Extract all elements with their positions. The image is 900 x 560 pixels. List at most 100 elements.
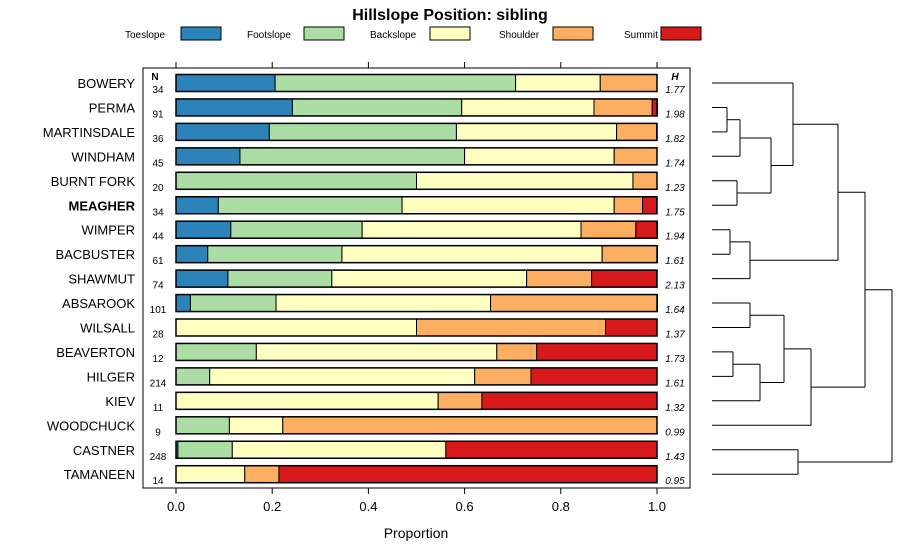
bar-shawmut-backslope	[331, 269, 528, 288]
row-label-burnt-fork: BURNT FORK	[51, 174, 136, 189]
row-label-perma: PERMA	[89, 101, 136, 116]
entropy-meagher: 1.75	[665, 207, 685, 218]
count-windham: 45	[152, 158, 164, 169]
x-axis: 0.0 0.2 0.4 0.6 0.8 1.0	[167, 62, 666, 514]
bar-bowery-toeslope	[175, 74, 276, 92]
bar-perma-shoulder	[593, 98, 653, 117]
x-tick-label-4: 0.8	[552, 499, 570, 514]
bar-woodchuck-shoulder	[282, 416, 658, 435]
bar-outline-hilger	[175, 367, 658, 386]
bar-shawmut-summit	[591, 269, 658, 288]
bars-group	[175, 73, 658, 484]
legend-swatch-shoulder	[552, 26, 594, 41]
entropy-shawmut: 2.13	[664, 281, 685, 292]
count-bowery: 34	[152, 85, 164, 96]
n-column-header: N	[151, 72, 158, 83]
bar-meagher-toeslope	[175, 196, 219, 215]
bar-outline-woodchuck	[175, 416, 658, 435]
bar-outline-kiev	[175, 391, 658, 411]
bar-outline-wimper	[175, 220, 658, 239]
count-kiev: 11	[153, 403, 164, 414]
bar-bacbuster-footslope	[207, 245, 343, 264]
count-shawmut: 74	[152, 281, 164, 292]
bar-meagher-footslope	[217, 196, 403, 215]
bar-bacbuster-shoulder	[601, 245, 658, 264]
bar-absarook-toeslope	[175, 294, 191, 313]
bar-outline-burnt-fork	[175, 171, 658, 191]
entropy-wilsall: 1.37	[665, 330, 685, 341]
bar-absarook-shoulder	[490, 294, 658, 313]
legend: Toeslope Footslope Backslope Shoulder Summit	[125, 26, 702, 41]
bar-wimper-summit	[635, 220, 658, 239]
count-perma: 91	[152, 110, 164, 121]
entropy-bacbuster: 1.61	[665, 256, 684, 267]
count-meagher: 34	[152, 207, 164, 218]
count-woodchuck: 9	[155, 427, 161, 438]
entropy-beaverton: 1.73	[665, 354, 685, 365]
bar-burnt-fork-shoulder	[632, 171, 658, 190]
row-label-castner: CASTNER	[73, 443, 135, 458]
bar-outline-tamaneen	[175, 464, 658, 484]
bar-outline-bacbuster	[175, 244, 658, 264]
bar-outline-windham	[175, 147, 658, 166]
x-tick-label-0: 0.0	[167, 499, 185, 514]
bar-kiev-summit	[481, 391, 658, 410]
bar-hilger-shoulder	[474, 367, 532, 386]
bar-absarook-backslope	[275, 294, 492, 313]
bar-outline-beaverton	[175, 342, 658, 362]
plot-frame	[142, 67, 691, 489]
legend-label-shoulder: Shoulder	[499, 30, 540, 41]
row-label-absarook: ABSAROOK	[62, 296, 135, 311]
dendrogram	[712, 82, 893, 475]
bar-outline-perma	[175, 98, 658, 117]
row-label-tamaneen: TAMANEEN	[64, 467, 135, 482]
bar-bowery-shoulder	[599, 74, 658, 92]
bar-martinsdale-backslope	[455, 122, 618, 141]
bar-tamaneen-backslope	[175, 465, 246, 484]
row-label-bacbuster: BACBUSTER	[56, 247, 135, 262]
bar-tamaneen-shoulder	[244, 465, 280, 484]
bar-meagher-summit	[642, 196, 658, 215]
entropy-absarook: 1.64	[665, 305, 685, 316]
legend-label-backslope: Backslope	[370, 30, 417, 41]
bar-burnt-fork-backslope	[416, 171, 634, 190]
legend-swatch-footslope	[303, 26, 345, 41]
bar-martinsdale-footslope	[268, 122, 457, 141]
row-label-kiev: KIEV	[105, 394, 135, 409]
entropy-tamaneen: 0.95	[665, 476, 685, 487]
x-tick-label-1: 0.2	[263, 499, 281, 514]
bar-windham-footslope	[239, 147, 466, 166]
entropy-castner: 1.43	[665, 452, 685, 463]
count-hilger: 214	[150, 378, 167, 389]
entropy-hilger: 1.61	[665, 378, 684, 389]
bar-castner-backslope	[231, 440, 447, 459]
bar-castner-summit	[445, 440, 658, 459]
bar-tamaneen-summit	[278, 465, 658, 484]
bar-beaverton-shoulder	[496, 342, 538, 361]
bar-outline-absarook	[175, 293, 658, 313]
count-wilsall: 28	[152, 330, 164, 341]
bar-outline-martinsdale	[175, 122, 658, 142]
x-tick-label-5: 1.0	[648, 499, 666, 514]
bar-hilger-backslope	[209, 367, 476, 386]
x-tick-label-2: 0.4	[359, 499, 377, 514]
bar-beaverton-summit	[536, 342, 658, 361]
row-label-wimper: WIMPER	[82, 223, 135, 238]
bar-bowery-backslope	[515, 74, 601, 92]
entropy-martinsdale: 1.82	[665, 134, 685, 145]
row-labels-group: BOWERY 34 1.77 PERMA 91 1.98 MARTINSDALE 36 1.82…	[43, 76, 685, 487]
bar-hilger-summit	[530, 367, 658, 386]
bar-wilsall-backslope	[175, 318, 417, 337]
bar-kiev-backslope	[175, 391, 439, 410]
h-column-header: H	[671, 72, 679, 83]
bar-bowery-footslope	[274, 74, 517, 92]
bar-perma-toeslope	[175, 98, 293, 117]
bar-bacbuster-toeslope	[175, 245, 209, 264]
row-label-shawmut: SHAWMUT	[68, 272, 135, 287]
entropy-bowery: 1.77	[665, 85, 685, 96]
legend-label-toeslope: Toeslope	[125, 30, 165, 41]
bar-wimper-footslope	[230, 220, 363, 239]
bar-outline-bowery	[175, 73, 658, 93]
row-label-meagher: MEAGHER	[69, 198, 136, 213]
bar-wimper-backslope	[361, 220, 582, 239]
